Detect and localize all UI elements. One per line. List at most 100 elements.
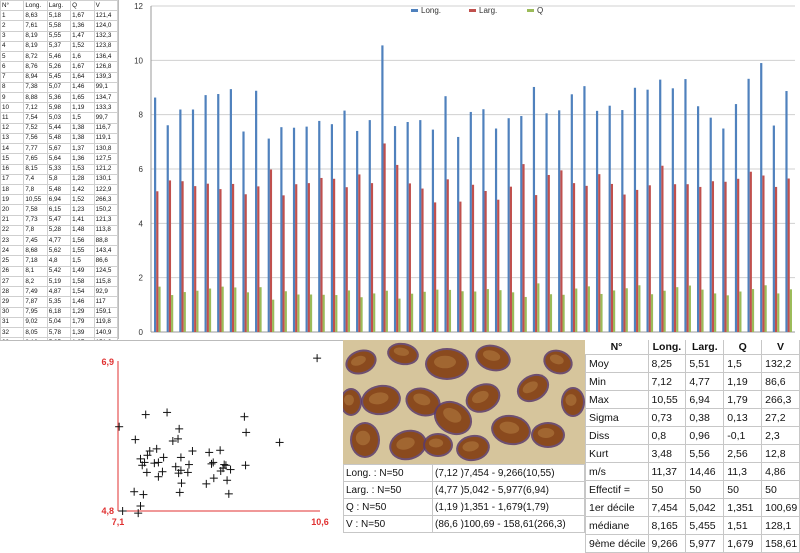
bar-q [587,286,590,332]
scatter-point [220,460,229,469]
bar-larg [219,189,222,332]
table-cell: 5 [0,51,25,63]
scatter-point [183,468,192,477]
bar-q [423,291,426,332]
table-cell: 8,15 [23,163,48,175]
table-cell: 117 [93,296,119,308]
table-cell: Min [585,372,649,391]
bar-long [621,110,624,332]
table-cell: 5,28 [46,224,72,237]
table-cell: 1,52 [70,194,95,206]
table-cell: 1 [0,10,25,22]
table-cell: 100,69 [761,498,800,517]
scatter-point [209,458,218,467]
scatter-plot: 6,9 4,87,1 10,6 [101,354,329,527]
y-max-label: 6,9 [101,357,114,367]
table-row: 17 7,4 5,8 1,28 130,1 [0,173,119,185]
table-cell: (4,77 )5,042 - 5,977(6,94) [432,481,585,499]
table-cell: 50 [761,480,800,499]
table-cell: 7,4 [23,173,48,185]
table-cell: 7,45 [23,235,48,247]
bar-larg [547,174,550,332]
bar-q [322,294,325,332]
table-cell: 8,25 [647,354,687,373]
table-cell: 113,8 [93,224,119,237]
scatter-point [207,459,216,468]
scatter-point [223,476,232,485]
table-row: 29 7,87 5,35 1,46 117 [0,296,119,308]
bar-q [549,294,553,332]
scatter-point [175,424,184,433]
table-cell: 5,48 [46,132,72,145]
bar-q [234,287,237,332]
table-row: 6 8,76 5,26 1,67 126,8 [0,61,119,73]
bar-q [221,286,224,332]
scatter-point [168,437,177,445]
bar-long [696,106,700,333]
bar-long [267,138,270,332]
bar-long [280,127,283,332]
scatter-point [130,487,139,496]
bar-larg [737,178,740,332]
table-cell: 5,98 [46,102,72,114]
table-cell: 8,72 [23,51,48,63]
table-cell: 7,54 [23,112,48,124]
table-cell: 5,44 [46,122,72,134]
table-cell: 14 [0,143,25,155]
stats-row: Sigma 0,73 0,38 0,13 27,2 [585,408,800,427]
scatter-point [216,446,225,455]
bar-long [154,97,157,332]
bar-q [373,293,376,332]
bar-larg [206,183,209,332]
table-cell: 121,3 [93,214,119,226]
legend-swatch [411,9,418,12]
table-cell: 5,62 [46,245,72,257]
table-cell: 139,3 [93,71,119,83]
spore-shape [387,342,419,366]
column-header: V [761,340,800,355]
table-cell: 1,6 [70,51,95,63]
table-cell: 5,42 [46,265,72,277]
bar-long [204,95,207,333]
bar-larg [446,179,449,332]
scatter-point [143,451,152,460]
table-row: 31 9,02 5,04 1,79 119,8 [0,316,119,329]
bar-larg [787,178,790,332]
table-cell: 24 [0,245,25,257]
table-cell: Long. : N=50 [343,464,433,482]
table-cell: 1,38 [70,122,95,134]
bar-q [650,294,654,332]
bar-larg [295,184,298,332]
spore-shape [543,349,573,375]
bar-larg [231,183,235,332]
table-cell: 132,3 [93,30,119,42]
bar-long [242,131,245,332]
bar-q [739,291,742,332]
spore-shape [425,348,469,380]
table-cell: 5,042 [685,498,725,517]
bar-q [751,289,755,332]
table-cell: 1,65 [70,91,95,104]
spore-shape [475,344,511,372]
bar-larg [585,185,588,332]
scatter-point [142,468,151,477]
bar-long [406,122,409,332]
table-cell: 11 [0,112,25,124]
table-cell: 266,3 [761,390,800,409]
bar-q [600,293,603,332]
table-cell: -0,1 [723,426,763,445]
table-cell: 5,51 [685,354,725,373]
spore-shape [423,433,453,457]
y-tick-label: 6 [139,165,144,174]
bar-larg [598,174,601,332]
table-cell: 8,68 [23,245,48,257]
bar-q [347,290,351,332]
bar-long [356,130,359,332]
scatter-point [154,472,163,481]
table-cell: 5,18 [46,10,72,22]
table-cell: 7,38 [23,81,48,93]
bar-larg [168,180,172,332]
table-cell: 115,8 [93,275,119,288]
scatter-point [184,460,193,469]
scatter-point [224,489,233,498]
